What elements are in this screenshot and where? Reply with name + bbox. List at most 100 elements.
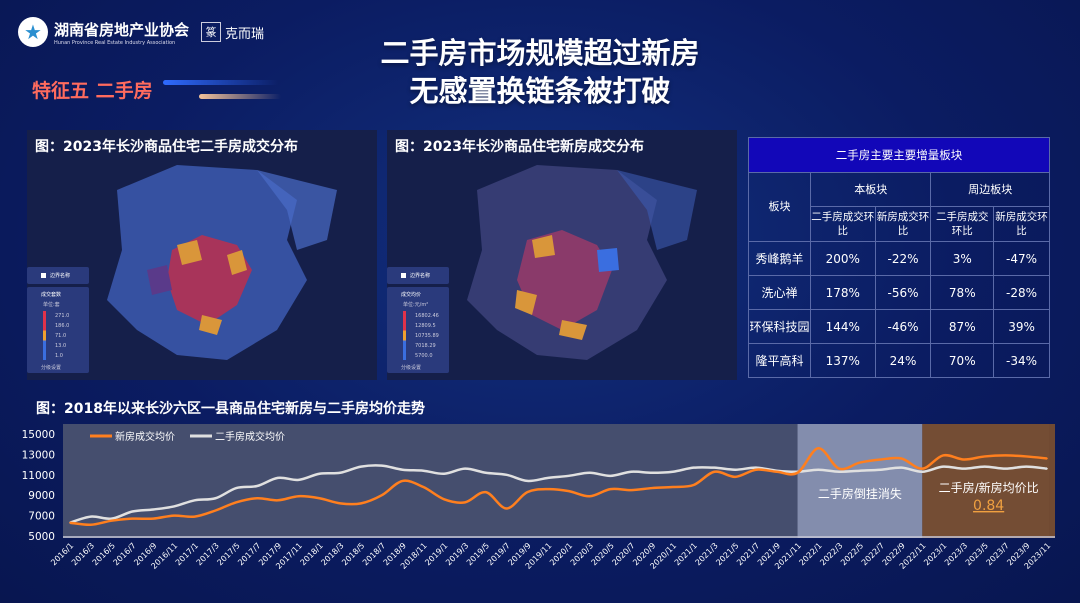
data-point	[900, 466, 903, 469]
title-line-2: 无感置换链条被打破	[409, 74, 671, 108]
col-group-surrounding: 周边板块	[930, 172, 1050, 207]
metric-select[interactable]: 成交套数	[41, 292, 62, 298]
data-point	[1004, 454, 1007, 457]
y-tick-label: 9000	[28, 490, 55, 502]
data-point	[318, 472, 321, 475]
data-point	[588, 471, 591, 474]
map-title: 图：2023年长沙商品住宅新房成交分布	[395, 139, 644, 155]
block-name: 秀峰鹅羊	[748, 241, 811, 276]
data-point	[235, 501, 238, 504]
table-cell: 78%	[930, 275, 995, 310]
metric-select[interactable]: 成交均价	[401, 292, 422, 298]
data-point	[630, 489, 633, 491]
data-point	[297, 495, 300, 498]
data-point	[360, 502, 362, 505]
data-point	[713, 466, 716, 469]
legend-label: 二手房成交均价	[215, 430, 285, 443]
toggle-label: 边界名称	[50, 273, 71, 279]
y-tick-label: 11000	[22, 470, 55, 482]
data-point	[193, 515, 196, 518]
data-point	[422, 469, 425, 472]
price-trend-chart: 二手房倒挂消失 二手房/新房均价比 0.84 15000 13000 11000 9000 7…	[22, 424, 1055, 571]
data-point	[505, 507, 508, 510]
partner-name: 克而瑞	[225, 26, 265, 42]
block-name: 隆平高科	[748, 343, 811, 378]
data-point	[734, 468, 736, 471]
growth-blocks-table: 二手房主要主要增量板块 板块 本板块 周边板块 二手房成交环比 新房成交环比 二…	[748, 137, 1050, 378]
feature-label: 特征五 二手房	[32, 80, 153, 102]
table-cell: -28%	[993, 275, 1050, 310]
table-cell: -22%	[874, 241, 932, 276]
header-logo: ★ 湖南省房地产业协会 Hunan Province Real Estate I…	[18, 17, 264, 47]
data-point	[89, 523, 92, 526]
legend-value: 271.0	[55, 313, 70, 319]
data-point	[422, 486, 425, 488]
col-header-block: 板块	[748, 172, 811, 242]
data-point	[193, 499, 196, 502]
data-point	[609, 475, 612, 477]
data-point	[339, 502, 342, 505]
color-scale	[403, 311, 406, 360]
table-cell: -47%	[993, 241, 1050, 276]
data-point	[942, 465, 944, 468]
table-cell: 24%	[874, 343, 932, 378]
legend-unit: 单位:套	[43, 302, 60, 308]
table-row: 环保科技园 144% -46% 87% 39%	[748, 309, 1050, 344]
classify-settings-button[interactable]: 分级设置	[401, 365, 422, 371]
map-title: 图：2023年长沙商品住宅二手房成交分布	[35, 139, 298, 155]
data-point	[838, 467, 840, 470]
data-point	[381, 494, 383, 496]
data-point	[110, 517, 113, 520]
data-point	[879, 458, 882, 461]
data-point	[214, 497, 217, 500]
data-point	[651, 487, 653, 489]
data-point	[484, 491, 487, 493]
data-point	[547, 477, 549, 479]
page-title: 二手房市场规模超过新房 无感置换链条被打破	[0, 34, 1080, 110]
boundary-toggle[interactable]: 边界名称	[387, 267, 449, 284]
data-point	[443, 498, 445, 501]
boundary-toggle[interactable]: 边界名称	[27, 267, 89, 284]
annotation-region	[797, 424, 923, 538]
color-scale	[43, 311, 46, 360]
chart-title: 图：2018年以来长沙六区一县商品住宅新房与二手房均价走势	[36, 401, 425, 417]
table-cell: 144%	[810, 309, 876, 344]
table-cell: 3%	[930, 241, 995, 276]
data-point	[484, 471, 487, 474]
org-name: 湖南省房地产业协会	[54, 20, 190, 39]
data-point	[297, 479, 300, 481]
table-row: 秀峰鹅羊 200% -22% 3% -47%	[748, 241, 1050, 276]
series-line-new	[69, 447, 1048, 527]
data-point	[401, 468, 404, 471]
data-point	[859, 461, 861, 464]
data-point	[381, 464, 383, 467]
data-point	[505, 474, 508, 476]
data-point	[817, 468, 820, 471]
data-point	[775, 470, 778, 473]
series-line-secondhand	[69, 464, 1048, 524]
legend-value: 10735.89	[415, 333, 439, 339]
table-row: 洗心禅 178% -56% 78% -28%	[748, 275, 1050, 310]
data-point	[318, 497, 321, 500]
data-point	[214, 509, 217, 512]
data-point	[921, 467, 924, 470]
legend-value: 13.0	[55, 343, 67, 349]
checkbox-icon[interactable]	[41, 273, 46, 278]
data-point	[755, 468, 757, 471]
data-point	[921, 470, 924, 473]
checkbox-icon[interactable]	[401, 273, 406, 278]
table-cell: 137%	[810, 343, 876, 378]
table-row: 隆平高科 137% 24% 70% -34%	[748, 343, 1050, 378]
data-point	[692, 466, 695, 469]
data-point	[69, 521, 71, 524]
col-header: 二手房成交环比	[810, 206, 876, 242]
legend-value: 5700.0	[415, 353, 433, 359]
map-secondhand[interactable]: 图：2023年长沙商品住宅二手房成交分布 边界名称 成交套数 单位:套 271.…	[27, 130, 377, 380]
data-point	[568, 490, 570, 492]
y-tick-label: 13000	[22, 449, 55, 461]
annotation-value: 0.84	[973, 498, 1004, 514]
annotation-label: 二手房倒挂消失	[818, 486, 902, 501]
data-point	[713, 470, 716, 473]
classify-settings-button[interactable]: 分级设置	[41, 365, 62, 371]
map-newhouse[interactable]: 图：2023年长沙商品住宅新房成交分布 边界名称 成交均价 单位:元/m² 16…	[387, 130, 737, 380]
